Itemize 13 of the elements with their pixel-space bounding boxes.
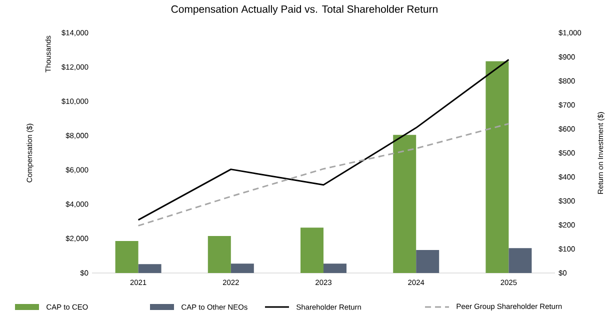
line-series: [138, 122, 510, 226]
bar: [486, 61, 509, 273]
chart-title: Compensation Actually Paid vs. Total Shareholder Return: [171, 5, 438, 15]
bar: [324, 264, 346, 273]
bar: [300, 228, 324, 273]
bar: [115, 240, 138, 273]
bar: [508, 248, 532, 273]
bar: [138, 264, 162, 273]
bar: [230, 264, 254, 273]
bar: [393, 134, 416, 273]
bar: [208, 236, 231, 273]
line-series: [138, 58, 510, 221]
bar: [416, 250, 440, 273]
